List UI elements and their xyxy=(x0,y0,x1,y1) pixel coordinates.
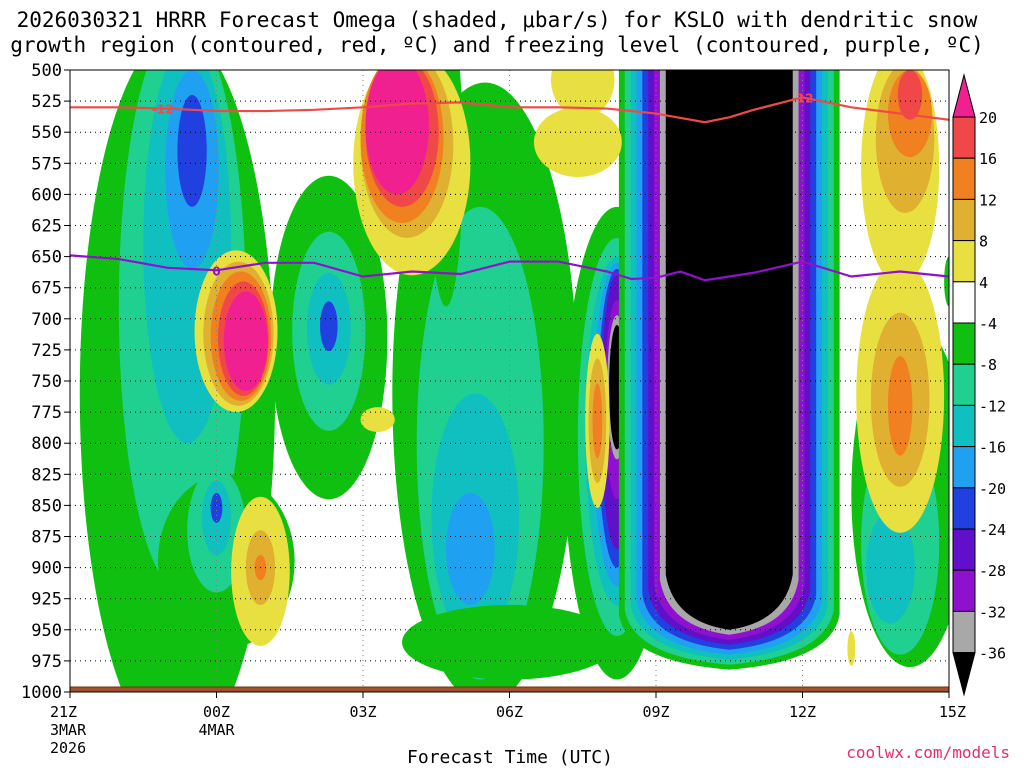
omega-positive-blob-15 xyxy=(592,383,603,459)
y-tick-label-850: 850 xyxy=(31,496,62,516)
x-tick-sublabel-3MAR: 3MAR xyxy=(50,721,87,739)
omega-blob-32 xyxy=(944,256,949,307)
y-tick-label-625: 625 xyxy=(31,217,62,237)
x-tick-label-12Z: 12Z xyxy=(789,703,816,721)
omega-positive-blob-26 xyxy=(847,631,856,666)
omega-blob-13 xyxy=(320,301,338,352)
chart-title-line1: 2026030321 HRRR Forecast Omega (shaded, … xyxy=(17,8,978,32)
colorbar-swatch-4 xyxy=(952,240,976,283)
colorbar-label-16: 16 xyxy=(979,150,997,168)
plot-area: -12 -12 0 xyxy=(70,70,949,692)
colorbar-label--24: -24 xyxy=(979,521,1006,539)
colorbar-label--12: -12 xyxy=(979,397,1006,415)
colorbar-label-12: 12 xyxy=(979,191,997,209)
x-tick-label-06Z: 06Z xyxy=(496,703,523,721)
chart-title-line2: growth region (contoured, red, ºC) and f… xyxy=(10,33,984,57)
y-tick-label-650: 650 xyxy=(31,248,62,268)
ground-strip xyxy=(70,686,949,692)
y-tick-label-550: 550 xyxy=(31,123,62,143)
colorbar-swatch-8 xyxy=(952,404,976,448)
x-tick-sublabel-4MAR: 4MAR xyxy=(198,721,235,739)
y-tick-label-600: 600 xyxy=(31,185,62,205)
colorbar-label--28: -28 xyxy=(979,562,1006,580)
colorbar-label--20: -20 xyxy=(979,480,1006,498)
y-tick-label-700: 700 xyxy=(31,310,62,330)
credit-text: coolwx.com/models xyxy=(846,743,1010,762)
grid xyxy=(70,70,949,692)
x-tick-label-00Z: 00Z xyxy=(203,703,230,721)
omega-blob-4 xyxy=(177,94,207,207)
y-tick-label-975: 975 xyxy=(31,652,62,672)
strong-ascent-column xyxy=(618,70,840,670)
contours: -12 -12 0 xyxy=(70,91,949,282)
omega-positive-blob-25 xyxy=(897,70,923,120)
y-tick-label-875: 875 xyxy=(31,528,62,548)
y-tick-label-575: 575 xyxy=(31,154,62,174)
x-tick-label-03Z: 03Z xyxy=(349,703,376,721)
y-tick-label-525: 525 xyxy=(31,92,62,112)
omega-positive-blob-20 xyxy=(551,70,615,118)
colorbar: 20 16 12 8 4 -4 -8 -12 -16 -20 -24 -28 -32 -36 xyxy=(952,73,1006,697)
ground-strip-fill xyxy=(70,687,949,692)
dgz-contour-label-0: -12 xyxy=(152,103,174,117)
colorbar-swatch-13 xyxy=(952,610,976,654)
y-tick-label-825: 825 xyxy=(31,465,62,485)
y-tick-label-950: 950 xyxy=(31,621,62,641)
freezing-level-contour xyxy=(70,254,949,282)
colorbar-label--8: -8 xyxy=(979,356,997,374)
y-tick-label-675: 675 xyxy=(31,279,62,299)
colorbar-swatch-11 xyxy=(952,528,976,571)
ascent-column-band-8 xyxy=(665,70,793,630)
omega-positive-blob-9 xyxy=(223,291,268,391)
colorbar-swatch-14 xyxy=(952,652,976,697)
colorbar-swatch-0 xyxy=(952,73,976,118)
omega-positive-blob-4 xyxy=(365,70,429,195)
x-tick-sublabel-2026: 2026 xyxy=(50,739,86,757)
omega-positive-blob-16 xyxy=(360,407,395,433)
omega-positive-shading xyxy=(194,70,945,666)
colorbar-swatch-6 xyxy=(952,322,976,365)
dgz-contour-label-1: -12 xyxy=(792,91,814,105)
colorbar-swatch-9 xyxy=(952,446,976,489)
colorbar-label--36: -36 xyxy=(979,645,1006,663)
omega-blob-8 xyxy=(210,492,223,523)
colorbar-swatch-3 xyxy=(952,198,976,242)
omega-positive-blob-19 xyxy=(887,356,913,456)
y-tick-label-500: 500 xyxy=(31,61,62,81)
colorbar-swatch-5 xyxy=(952,281,976,324)
colorbar-swatch-12 xyxy=(952,569,976,612)
y-tick-label-725: 725 xyxy=(31,341,62,361)
y-axis: 500 525 550 575 600 625 650 675 700 725 750 775 800 8… xyxy=(21,61,70,703)
y-tick-label-925: 925 xyxy=(31,590,62,610)
colorbar-label-8: 8 xyxy=(979,233,988,251)
colorbar-label--16: -16 xyxy=(979,439,1006,457)
x-tick-label-09Z: 09Z xyxy=(642,703,669,721)
dgz-contour xyxy=(70,96,949,124)
colorbar-label-20: 20 xyxy=(979,109,997,127)
freezing-level-contour-label-0: 0 xyxy=(212,264,220,278)
x-tick-label-21Z: 21Z xyxy=(50,703,77,721)
x-axis-label: Forecast Time (UTC) xyxy=(407,747,613,768)
y-tick-label-1000: 1000 xyxy=(21,683,62,703)
colorbar-swatch-10 xyxy=(952,487,976,530)
y-tick-label-900: 900 xyxy=(31,559,62,579)
x-tick-label-15Z: 15Z xyxy=(939,703,966,721)
omega-positive-blob-21 xyxy=(533,107,622,177)
y-tick-label-775: 775 xyxy=(31,403,62,423)
omega-blob-9 xyxy=(118,622,149,668)
colorbar-label--32: -32 xyxy=(979,603,1006,621)
y-tick-label-750: 750 xyxy=(31,372,62,392)
colorbar-label--4: -4 xyxy=(979,315,997,333)
colorbar-label-4: 4 xyxy=(979,274,988,292)
colorbar-swatch-2 xyxy=(952,157,976,200)
y-tick-label-800: 800 xyxy=(31,434,62,454)
colorbar-swatch-7 xyxy=(952,363,976,406)
colorbar-swatch-1 xyxy=(952,116,976,159)
omega-blob-17 xyxy=(446,492,495,605)
